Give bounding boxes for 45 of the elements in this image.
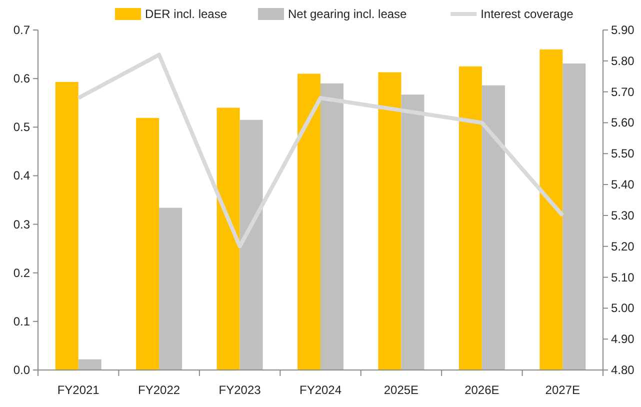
y2-tick-label: 5.70 [611, 84, 635, 99]
x-tick-label: 2027E [545, 383, 580, 397]
line-series [76, 52, 565, 248]
bar [562, 64, 586, 370]
bar [458, 66, 482, 370]
legend-label: Interest coverage [480, 7, 574, 21]
y-tick-label: 0.6 [13, 72, 30, 86]
x-tick-label: FY2023 [218, 383, 262, 397]
bar [297, 74, 320, 370]
bar [401, 94, 424, 370]
y-tick-label: 0.1 [13, 314, 30, 328]
bar [540, 49, 563, 370]
y2-tick-label: 5.50 [611, 146, 635, 161]
y-tick-label: 0.2 [13, 266, 30, 280]
x-tick-label: FY2022 [138, 383, 180, 397]
y2-tick-label: 5.60 [611, 116, 635, 130]
bar [240, 120, 263, 370]
legend-label: DER incl. lease [145, 7, 228, 21]
bar [78, 359, 102, 370]
bar [136, 118, 160, 370]
bar [55, 82, 78, 370]
bar [378, 72, 402, 370]
legend-label: Net gearing incl. lease [288, 7, 408, 21]
x-tick-label: 2026E [464, 383, 500, 397]
x-tick-label: 2025E [384, 383, 419, 397]
y2-tick-label: 5.30 [611, 208, 635, 222]
bar [216, 108, 240, 370]
y2-tick-label: 5.20 [611, 239, 635, 254]
y2-tick-label: 5.90 [611, 23, 635, 37]
x-tick-label: FY2024 [299, 383, 342, 397]
y-tick-label: 0.4 [13, 168, 30, 183]
y-tick-label: 0.3 [13, 217, 30, 232]
bar [320, 83, 344, 370]
bar [159, 208, 182, 370]
y-tick-label: 0.0 [13, 363, 30, 377]
y2-tick-label: 4.90 [611, 332, 635, 346]
y-tick-label: 0.7 [13, 23, 30, 37]
y2-tick-label: 5.10 [611, 270, 635, 284]
y-tick-label: 0.5 [13, 120, 30, 134]
y2-tick-label: 5.40 [611, 178, 635, 192]
y2-tick-label: 5.00 [611, 301, 635, 316]
y2-tick-label: 5.80 [611, 54, 635, 68]
bar [482, 85, 505, 370]
x-tick-label: FY2021 [57, 383, 100, 397]
y2-tick-label: 4.80 [611, 363, 635, 377]
